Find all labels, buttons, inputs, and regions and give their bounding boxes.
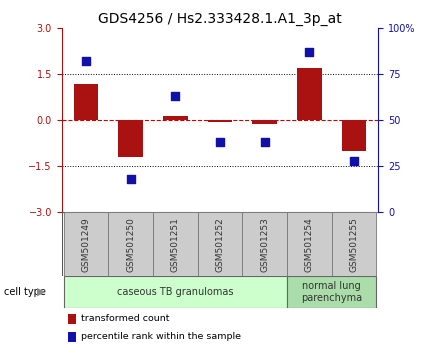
Point: [172, 93, 179, 99]
Bar: [332, 212, 376, 276]
Point: [261, 139, 268, 145]
Text: GSM501252: GSM501252: [216, 217, 224, 272]
Bar: [74, 84, 99, 120]
Text: GSM501250: GSM501250: [126, 217, 135, 272]
Point: [306, 50, 313, 55]
Bar: [108, 212, 153, 276]
Bar: [198, 212, 242, 276]
Bar: [287, 276, 376, 308]
Text: transformed count: transformed count: [81, 314, 170, 324]
Point: [127, 176, 134, 182]
Point: [350, 158, 357, 164]
Point: [216, 139, 224, 145]
Bar: [153, 212, 198, 276]
Text: GSM501249: GSM501249: [82, 217, 91, 272]
Bar: [64, 276, 287, 308]
Bar: [208, 120, 232, 122]
Text: caseous TB granulomas: caseous TB granulomas: [117, 287, 234, 297]
Bar: [163, 116, 187, 120]
Text: normal lung
parenchyma: normal lung parenchyma: [301, 281, 362, 303]
Text: GSM501254: GSM501254: [305, 217, 314, 272]
Title: GDS4256 / Hs2.333428.1.A1_3p_at: GDS4256 / Hs2.333428.1.A1_3p_at: [98, 12, 342, 26]
Bar: [297, 68, 322, 120]
Bar: [341, 120, 366, 151]
Bar: [253, 120, 277, 124]
Text: GSM501253: GSM501253: [260, 217, 269, 272]
Text: ▶: ▶: [37, 287, 45, 297]
Bar: [242, 212, 287, 276]
Text: GSM501251: GSM501251: [171, 217, 180, 272]
Bar: [64, 212, 108, 276]
Text: percentile rank within the sample: percentile rank within the sample: [81, 332, 242, 341]
Bar: [287, 212, 332, 276]
Text: cell type: cell type: [4, 287, 46, 297]
Text: GSM501255: GSM501255: [349, 217, 358, 272]
Point: [83, 59, 90, 64]
Bar: [118, 120, 143, 157]
